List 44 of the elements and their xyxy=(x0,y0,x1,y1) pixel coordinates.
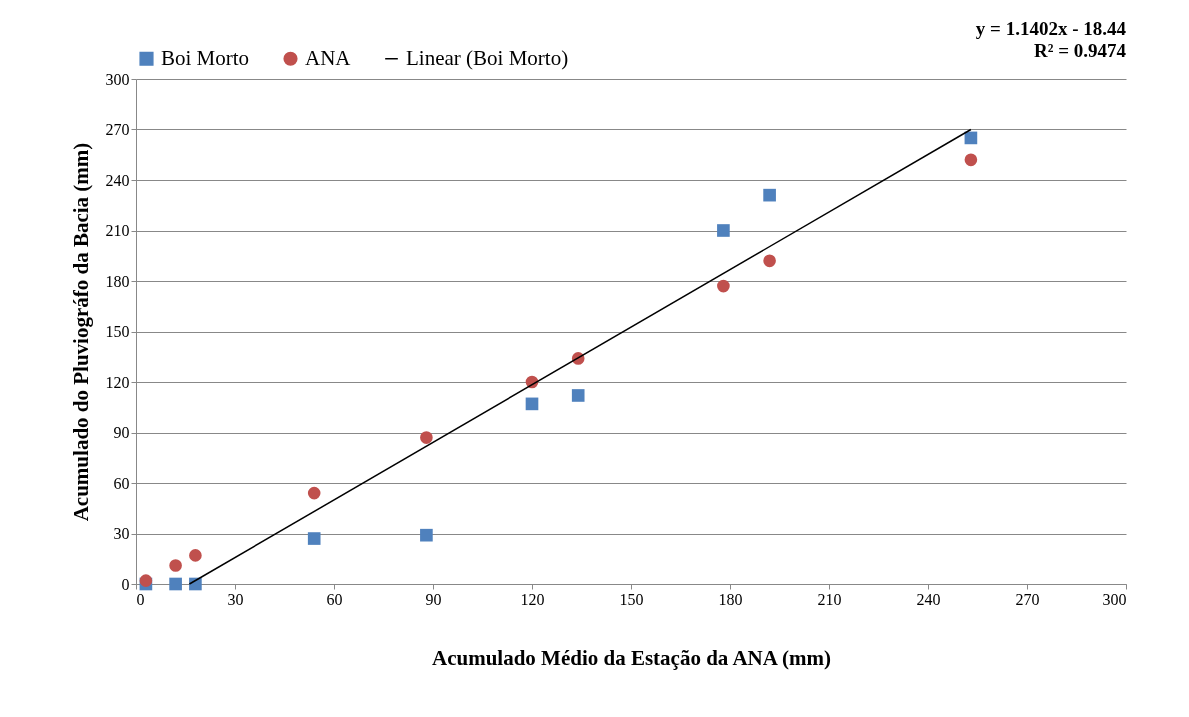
y-tick-label: 270 xyxy=(105,121,130,138)
point xyxy=(307,532,321,545)
legend-label: ANA xyxy=(305,45,352,70)
text: R² = 0.9474 xyxy=(1034,40,1127,61)
y-tick-label: 300 xyxy=(105,70,130,88)
x-tick-label: 60 xyxy=(326,590,343,608)
x-tick-label: 90 xyxy=(425,590,442,608)
point xyxy=(189,549,202,562)
point xyxy=(420,431,433,444)
point xyxy=(307,486,321,500)
y-tick-label: 240 xyxy=(105,171,130,189)
y-tick-label: 210 xyxy=(105,222,130,239)
point xyxy=(139,574,153,587)
point xyxy=(763,188,776,202)
legend-label: Linear (Boi Morto) xyxy=(406,45,569,70)
point xyxy=(717,279,730,293)
x-tick-label: 150 xyxy=(619,590,644,608)
point xyxy=(169,577,182,591)
x-tick-label: 270 xyxy=(1015,590,1040,608)
y-tick-label: 120 xyxy=(105,373,130,391)
x-tick-label: 210 xyxy=(817,590,842,608)
y-axis-title: Acumulado do Pluviográfo da Bacia (mm) xyxy=(68,142,93,522)
x-tick-label: 0 xyxy=(136,590,145,608)
point xyxy=(525,397,539,411)
x-tick-label: 30 xyxy=(227,590,244,608)
x-tick-label: 120 xyxy=(520,590,545,608)
x-tick-label: 300 xyxy=(1102,590,1127,608)
y-tick-label: 150 xyxy=(105,323,130,340)
point xyxy=(717,224,730,237)
y-tick-label: 60 xyxy=(113,474,130,492)
point xyxy=(420,528,433,542)
point xyxy=(964,153,978,167)
y-tick-label: 30 xyxy=(113,525,130,542)
legend-label: Boi Morto xyxy=(161,45,250,70)
y-tick-label: 0 xyxy=(121,575,130,593)
point xyxy=(169,559,182,572)
text: y = 1.1402x - 18.44 xyxy=(975,18,1127,39)
point xyxy=(763,254,776,268)
x-tick-label: 240 xyxy=(916,590,941,608)
x-tick-label: 180 xyxy=(718,590,743,608)
y-tick-label: 180 xyxy=(105,272,130,290)
x-axis-title: Acumulado Médio da Estação da ANA (mm) xyxy=(431,645,832,670)
y-tick-label: 90 xyxy=(113,424,130,441)
point xyxy=(571,389,585,402)
